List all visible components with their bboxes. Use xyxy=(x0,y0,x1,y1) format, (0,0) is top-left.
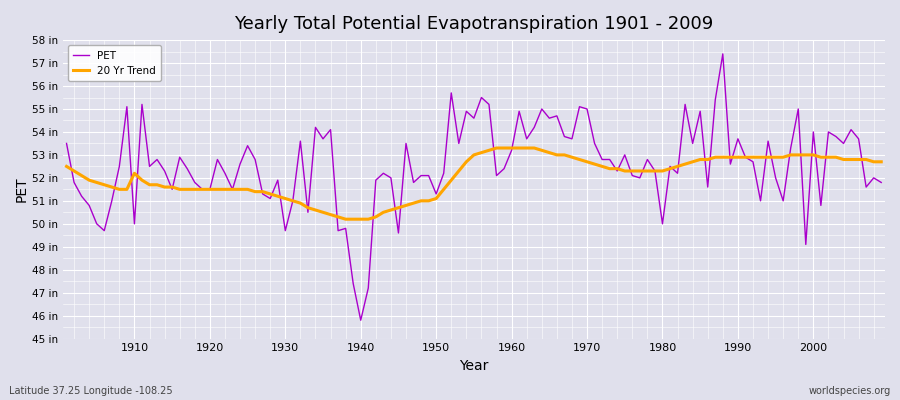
Line: PET: PET xyxy=(67,54,881,320)
20 Yr Trend xyxy=(514,146,525,150)
PET xyxy=(122,104,132,109)
PET xyxy=(506,148,517,153)
20 Yr Trend xyxy=(287,198,298,203)
20 Yr Trend xyxy=(340,217,351,222)
Line: 20 Yr Trend: 20 Yr Trend xyxy=(67,148,881,219)
20 Yr Trend xyxy=(333,214,344,219)
20 Yr Trend xyxy=(491,146,502,150)
Y-axis label: PET: PET xyxy=(15,176,29,202)
Legend: PET, 20 Yr Trend: PET, 20 Yr Trend xyxy=(68,45,161,81)
PET xyxy=(604,157,615,162)
X-axis label: Year: Year xyxy=(459,359,489,373)
PET xyxy=(717,52,728,56)
PET xyxy=(876,180,886,185)
PET xyxy=(333,228,344,233)
PET xyxy=(287,198,298,203)
Text: worldspecies.org: worldspecies.org xyxy=(809,386,891,396)
20 Yr Trend xyxy=(122,187,132,192)
20 Yr Trend xyxy=(61,164,72,169)
PET xyxy=(514,109,525,114)
Text: Latitude 37.25 Longitude -108.25: Latitude 37.25 Longitude -108.25 xyxy=(9,386,173,396)
20 Yr Trend xyxy=(612,166,623,171)
PET xyxy=(356,318,366,323)
PET xyxy=(61,141,72,146)
20 Yr Trend xyxy=(521,146,532,150)
20 Yr Trend xyxy=(876,159,886,164)
Title: Yearly Total Potential Evapotranspiration 1901 - 2009: Yearly Total Potential Evapotranspiratio… xyxy=(234,15,714,33)
